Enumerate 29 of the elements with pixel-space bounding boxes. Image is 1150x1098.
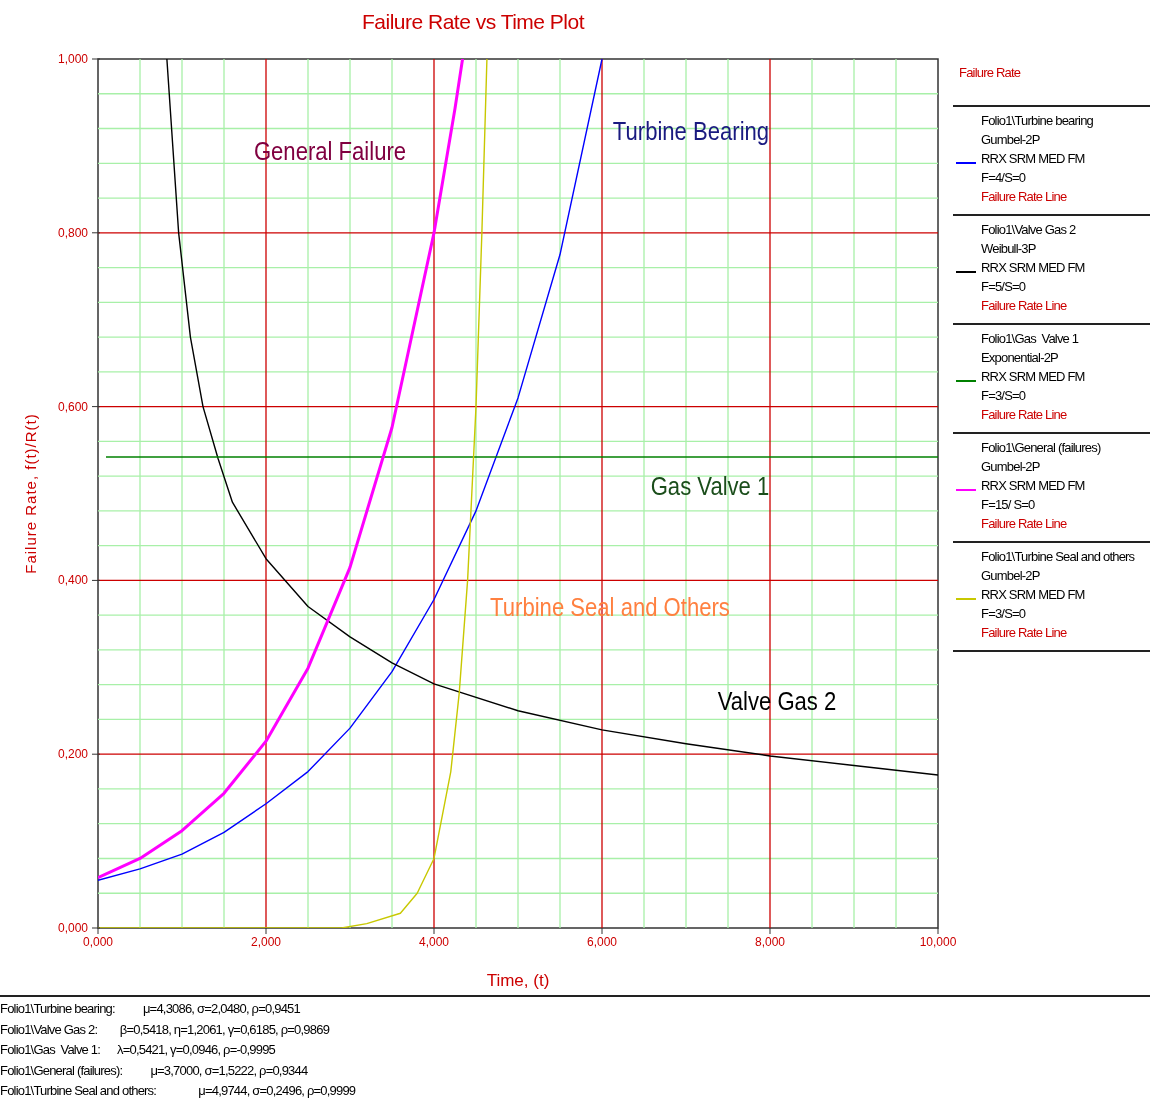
- legend-label: Folio1\Turbine bearing Gumbel-2P RRX SRM MED FM F=4/S=0 Failure Rate Line: [981, 112, 1094, 206]
- legend-label: Folio1\Turbine Seal and others Gumbel-2P RRX SRM MED FM F=3/S=0 Failure Rate Line: [981, 548, 1136, 642]
- x-tick-label: 10,000: [919, 935, 957, 949]
- y-tick-label: 0,600: [57, 399, 89, 414]
- y-tick-label: 0,800: [57, 225, 89, 240]
- text: Folio1\General (failures): μ=3,7000, σ=1,5222, ρ=0,9344: [0, 1061, 309, 1080]
- y-tick-label: 1,000: [57, 52, 89, 66]
- legend-label: Folio1\Gas Valve 1 Exponential-2P RRX SRM MED FM F=3/S=0 Failure Rate Line: [981, 330, 1086, 424]
- legend-title: Failure Rate: [958, 64, 1022, 82]
- legend-label: Folio1\General (failures) Gumbel-2P RRX SRM MED FM F=15/ S=0 Failure Rate Line: [981, 439, 1102, 533]
- annotation: Turbine Bearing: [612, 116, 770, 146]
- line-series: [166, 59, 938, 776]
- text: Folio1\Turbine Seal and others: μ=4,9744, σ=0,2496, ρ=0,9999: [0, 1082, 357, 1098]
- legend-label: Folio1\Valve Gas 2 Weibull-3P RRX SRM MED FM F=5/S=0 Failure Rate Line: [981, 221, 1086, 315]
- x-tick-label: 0,000: [82, 935, 114, 949]
- y-axis-title: Failure Rate, f(t)/R(t): [22, 413, 39, 574]
- y-tick-label: 0,200: [57, 747, 89, 762]
- x-tick-label: 8,000: [754, 935, 786, 949]
- text: Folio1\Valve Gas 2: β=0,5418, η=1,2061, γ=0,6185, ρ=0,9869: [0, 1020, 331, 1039]
- x-tick-label: 6,000: [586, 935, 618, 949]
- annotation: Gas Valve 1: [650, 471, 770, 501]
- text: Folio1\Turbine bearing: μ=4,3086, σ=2,0480, ρ=0,9451: [0, 1000, 301, 1018]
- x-axis-title: Time, (t): [486, 971, 550, 990]
- y-tick-label: 0,400: [57, 573, 89, 588]
- x-tick-label: 4,000: [418, 935, 450, 949]
- text: Folio1\Gas Valve 1: λ=0,5421, γ=0,0946, ρ=-0,9995: [0, 1041, 276, 1059]
- x-tick-label: 2,000: [250, 935, 282, 949]
- chart-title: Failure Rate vs Time Plot: [360, 10, 586, 34]
- y-tick-label: 0,000: [57, 921, 89, 935]
